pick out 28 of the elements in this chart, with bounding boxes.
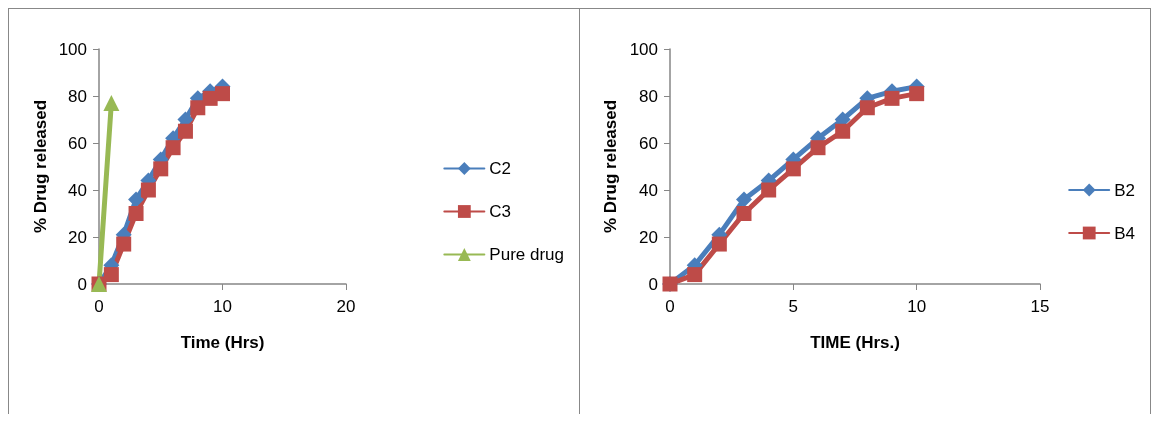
x-tick-label: 0	[665, 297, 675, 316]
x-axis-title: Time (Hrs)	[180, 333, 265, 352]
legend-label: Pure drug	[489, 245, 565, 264]
y-axis-title: % Drug released	[31, 99, 50, 234]
legend-label: C3	[489, 202, 512, 221]
y-tick-label: 40	[68, 180, 87, 200]
x-tick-label: 5	[788, 297, 799, 316]
y-tick-label: 80	[639, 86, 658, 106]
y-tick-label: 100	[629, 39, 658, 59]
legend-label: B2	[1114, 180, 1135, 200]
y-tick-label: 0	[77, 274, 87, 294]
y-tick-label: 100	[58, 39, 87, 59]
x-axis-title: TIME (Hrs.)	[810, 333, 900, 352]
x-tick-label: 10	[907, 297, 927, 316]
y-tick-label: 0	[648, 274, 658, 294]
x-tick-label: 0	[94, 297, 104, 316]
y-tick-label: 40	[639, 180, 658, 200]
y-tick-label: 80	[68, 86, 87, 106]
y-tick-label: 60	[68, 133, 87, 153]
y-tick-label: 60	[639, 133, 658, 153]
legend-label: B4	[1114, 223, 1135, 243]
y-tick-label: 20	[68, 227, 87, 247]
y-tick-label: 20	[639, 227, 658, 247]
x-tick-label: 15	[1030, 297, 1050, 316]
legend-label: C2	[489, 159, 512, 178]
x-tick-label: 20	[336, 297, 356, 316]
x-tick-label: 10	[213, 297, 232, 316]
y-axis-title: % Drug released	[600, 99, 620, 234]
